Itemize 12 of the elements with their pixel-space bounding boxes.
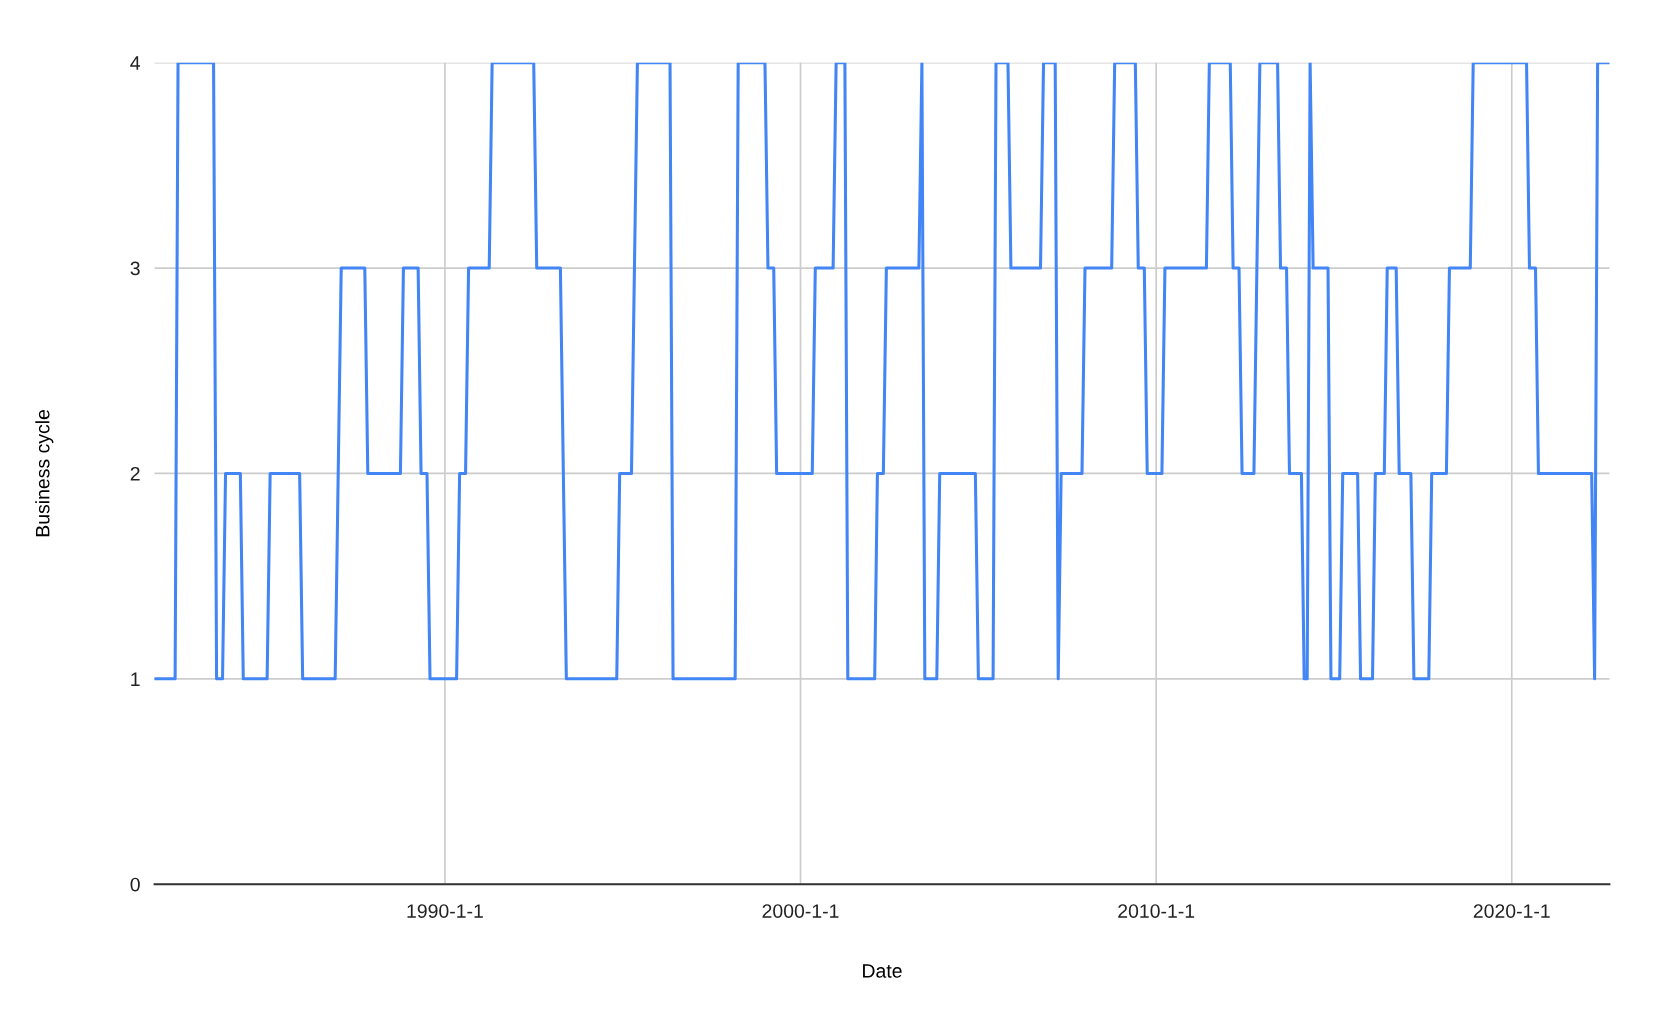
y-tick-label: 2 [130, 466, 140, 481]
x-axis-title: Date [863, 964, 902, 978]
x-tick-label: 2010-1-1 [1118, 904, 1195, 918]
y-tick-label: 0 [130, 877, 140, 892]
x-tick-label: 2000-1-1 [762, 904, 839, 918]
x-tick-label: 1990-1-1 [407, 904, 483, 918]
y-tick-label: 4 [130, 56, 141, 70]
y-tick-label: 3 [130, 261, 140, 276]
y-tick-label: 1 [131, 672, 140, 686]
line-series [154, 62, 1610, 681]
y-axis-title: Business cycle [35, 410, 54, 537]
x-tick-label: 2020-1-1 [1473, 904, 1550, 918]
